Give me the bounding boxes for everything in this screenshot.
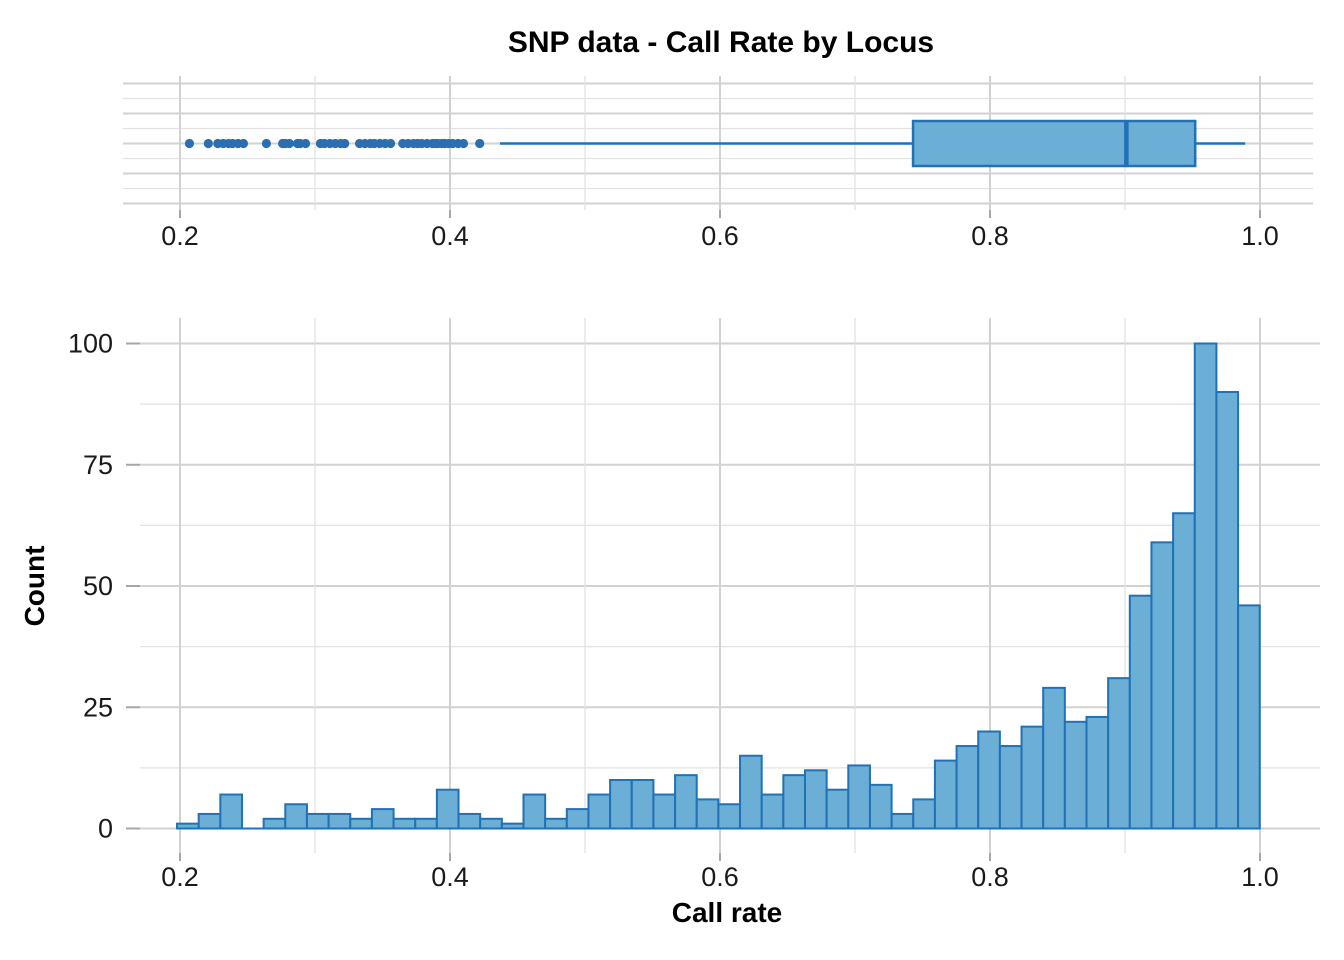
x-axis-tick-label: 1.0 xyxy=(1241,221,1279,251)
histogram-bar xyxy=(500,822,525,830)
outlier-dot xyxy=(300,138,311,149)
outlier-dot xyxy=(184,138,195,149)
histogram-bar xyxy=(825,788,850,830)
histogram-bar xyxy=(695,798,720,830)
y-axis-tick-label: 25 xyxy=(83,692,113,722)
histogram-bar xyxy=(587,793,612,830)
histogram-bar xyxy=(1172,512,1196,830)
histogram-bar xyxy=(739,754,763,830)
histogram-bar xyxy=(197,812,222,830)
histogram-bar xyxy=(392,817,417,830)
histogram-bar xyxy=(414,817,438,830)
y-axis-tick-label: 100 xyxy=(68,329,113,359)
histogram-bar xyxy=(933,759,958,830)
histogram-bar xyxy=(544,817,568,830)
histogram-bar xyxy=(1150,541,1175,830)
outlier-dot xyxy=(386,138,396,149)
x-axis-tick-label: 0.4 xyxy=(431,862,469,892)
histogram-bar xyxy=(370,808,395,830)
histogram-bar xyxy=(890,812,915,830)
histogram-bar xyxy=(912,798,936,830)
histogram-bar xyxy=(305,812,330,830)
histogram-bar xyxy=(1107,677,1131,830)
histogram-bar xyxy=(327,812,352,830)
histogram-bar xyxy=(847,764,871,830)
x-axis-tick-label: 0.2 xyxy=(161,862,199,892)
histogram-bar xyxy=(1215,391,1240,830)
histogram-bar xyxy=(1128,594,1153,830)
histogram-bar xyxy=(717,803,742,830)
x-axis-tick-label: 0.6 xyxy=(701,221,739,251)
outlier-dot xyxy=(238,138,249,149)
histogram-bar xyxy=(998,745,1023,830)
x-axis-tick-label: 1.0 xyxy=(1241,862,1279,892)
histogram-bar xyxy=(262,817,287,830)
histogram-bar xyxy=(955,745,980,830)
boxplot-x-axis: 0.2 0.4 0.6 0.8 1.0 xyxy=(161,210,1279,251)
histogram-bar xyxy=(349,817,373,830)
histogram-bar xyxy=(868,783,893,830)
boxplot-marks xyxy=(184,119,1246,168)
histogram-bar xyxy=(1063,720,1088,830)
histogram-bars xyxy=(176,342,1261,830)
histogram-bar xyxy=(782,774,806,830)
histogram-bar xyxy=(1237,604,1261,830)
chart-title: SNP data - Call Rate by Locus xyxy=(508,26,934,59)
histogram-bar xyxy=(630,779,655,830)
histogram-bar xyxy=(565,808,590,830)
boxplot-box xyxy=(911,119,1197,168)
y-axis-tick-label: 75 xyxy=(83,450,113,480)
histogram-bar xyxy=(1042,686,1066,830)
x-axis-tick-label: 0.6 xyxy=(701,862,739,892)
outlier-dot xyxy=(475,138,485,149)
histogram-bar xyxy=(674,774,698,830)
outlier-dot xyxy=(261,138,271,149)
histogram-bar xyxy=(977,730,1001,830)
histogram-axes: 0.2 0.4 0.6 0.8 1.0 0 25 50 75 100 xyxy=(68,329,1279,893)
histogram-bar xyxy=(219,793,243,830)
histogram-bar xyxy=(652,793,677,830)
histogram-bar xyxy=(760,793,785,830)
histogram-bar xyxy=(1193,342,1218,830)
x-axis-tick-label: 0.4 xyxy=(431,221,469,251)
histogram-bar xyxy=(479,817,503,830)
histogram-bar xyxy=(609,779,633,830)
y-axis-tick-label: 0 xyxy=(98,814,113,844)
outlier-dot xyxy=(340,138,350,149)
outlier-dot xyxy=(284,138,294,149)
histogram-bar xyxy=(1085,715,1110,830)
histogram-bar xyxy=(457,812,482,830)
outlier-dot xyxy=(203,138,213,149)
histogram-bar xyxy=(284,803,308,830)
histogram-bar xyxy=(803,769,828,830)
histogram-bar xyxy=(435,788,460,830)
x-axis-tick-label: 0.8 xyxy=(971,221,1009,251)
outlier-dot xyxy=(458,138,469,149)
x-axis-tick-label: 0.8 xyxy=(971,862,1009,892)
histogram-bar xyxy=(1020,725,1045,830)
x-axis-tick-label: 0.2 xyxy=(161,221,199,251)
histogram-bar xyxy=(522,793,547,830)
y-axis-tick-label: 50 xyxy=(83,571,113,601)
x-axis-title: Call rate xyxy=(672,897,783,928)
histogram-bar xyxy=(176,822,200,830)
y-axis-title: Count xyxy=(19,546,50,627)
